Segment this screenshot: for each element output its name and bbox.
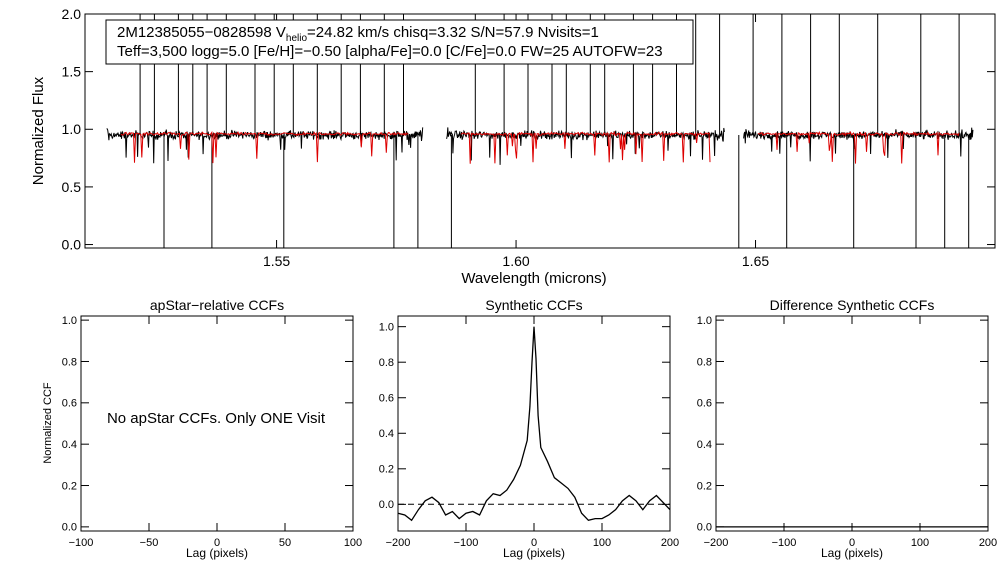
difference-ccf-x-axis-label: Lag (pixels) <box>821 546 883 560</box>
apstar-ccf-x-tick-label: 50 <box>279 537 291 549</box>
synthetic-ccf-y-tick-label: 0.4 <box>379 428 394 440</box>
apstar-ccf-x-axis-label: Lag (pixels) <box>186 546 248 560</box>
difference-ccf-x-tick-label: −200 <box>704 537 729 549</box>
apstar-ccf-y-tick-label: 0.2 <box>62 480 77 492</box>
difference-ccf-frame <box>715 315 989 532</box>
apstar-ccf-ticks: −100 −50 0 50 100 0.0 0.2 0.4 0.6 0.8 1.0 <box>62 315 362 549</box>
spectrum-y-tick-label: 2.0 <box>62 6 82 22</box>
apstar-ccf-x-tick-label: −100 <box>69 537 94 549</box>
spectrum-frame <box>84 13 996 249</box>
difference-ccf-y-tick-label: 0.4 <box>697 439 712 451</box>
apstar-ccf-y-tick-label: 0.4 <box>62 439 77 451</box>
difference-ccf-x-tick-label: −100 <box>772 537 797 549</box>
synthetic-ccf-x-tick-label: 200 <box>661 537 679 549</box>
difference-ccf-ticks: −200 −100 0 100 200 0.0 0.2 0.4 0.6 0.8 1.0 <box>697 315 997 549</box>
synthetic-ccf-ticks: −200 −100 0 100 200 0.0 0.2 0.4 0.6 0.8 1.0 <box>379 316 679 549</box>
spectrum-x-tick-label: 1.55 <box>263 253 290 269</box>
synthetic-ccf-y-tick-label: 0.8 <box>379 357 394 369</box>
spectrum-x-axis-label: Wavelength (microns) <box>461 270 606 287</box>
synthetic-ccf-y-tick-label: 0.2 <box>379 464 394 476</box>
synthetic-ccf-panel: −200 −100 0 100 200 0.0 0.2 0.4 0.6 0.8 1.0 Synthe… <box>379 297 679 560</box>
synthetic-ccf-y-tick-label: 0.0 <box>379 499 394 511</box>
difference-ccf-y-tick-label: 1.0 <box>697 315 712 327</box>
apstar-ccf-y-tick-label: 0.6 <box>62 398 77 410</box>
apstar-ccf-message: No apStar CCFs. Only ONE Visit <box>107 410 326 427</box>
synthetic-ccf-title: Synthetic CCFs <box>485 297 582 313</box>
difference-ccf-x-tick-label: 0 <box>849 537 855 549</box>
difference-ccf-x-tick-label: 100 <box>911 537 929 549</box>
observed-spectrum-line <box>106 14 974 248</box>
spectrum-title-line1: 2M12385055−0828598 Vhelio=24.82 km/s chi… <box>117 24 599 44</box>
synthetic-ccf-x-tick-label: 100 <box>593 537 611 549</box>
spectrum-y-tick-label: 0.0 <box>62 236 82 252</box>
apstar-ccf-title: apStar−relative CCFs <box>150 297 284 313</box>
difference-ccf-x-tick-label: 200 <box>979 537 997 549</box>
apstar-ccf-y-tick-label: 0.0 <box>62 522 77 534</box>
synthetic-ccf-frame <box>397 315 671 532</box>
difference-ccf-y-tick-label: 0.2 <box>697 480 712 492</box>
apstar-ccf-x-tick-label: −50 <box>140 537 159 549</box>
apstar-ccf-y-tick-label: 0.8 <box>62 356 77 368</box>
synthetic-ccf-x-tick-label: −200 <box>386 537 411 549</box>
spectrum-y-tick-label: 0.5 <box>62 179 82 195</box>
apstar-ccf-x-tick-label: 0 <box>214 537 220 549</box>
difference-ccf-title: Difference Synthetic CCFs <box>770 297 935 313</box>
synthetic-ccf-y-tick-label: 1.0 <box>379 322 394 334</box>
apstar-ccf-y-tick-label: 1.0 <box>62 315 77 327</box>
difference-ccf-panel: −200 −100 0 100 200 0.0 0.2 0.4 0.6 0.8 1.0 Differ… <box>697 297 997 560</box>
synthetic-ccf-x-axis-label: Lag (pixels) <box>503 546 565 560</box>
spectrum-legend-box <box>105 19 694 65</box>
spectrum-x-tick-label: 1.65 <box>742 253 769 269</box>
apstar-ccf-panel: −100 −50 0 50 100 0.0 0.2 0.4 0.6 0.8 1.0 apStar−r… <box>42 297 362 560</box>
spectrum-y-axis-label: Normalized Flux <box>30 76 47 185</box>
apstar-ccf-y-axis-label: Normalized CCF <box>42 382 54 464</box>
spectrum-title-line2: Teff=3,500 logg=5.0 [Fe/H]=−0.50 [alpha/… <box>117 43 663 60</box>
spectrum-panel: 1.55 1.60 1.65 0.0 0.5 1.0 1.5 2.0 2M12385055−0… <box>30 6 996 287</box>
apstar-ccf-x-tick-label: 100 <box>344 537 362 549</box>
synthetic-ccf-line <box>397 326 671 522</box>
spectrum-x-tick-label: 1.60 <box>502 253 529 269</box>
spectrum-y-tick-label: 1.5 <box>62 64 82 80</box>
spectrum-y-tick-label: 1.0 <box>62 121 82 137</box>
spectrum-ticks: 1.55 1.60 1.65 0.0 0.5 1.0 1.5 2.0 <box>62 6 995 269</box>
difference-ccf-y-tick-label: 0.0 <box>697 522 712 534</box>
synthetic-ccf-x-tick-label: 0 <box>531 537 537 549</box>
synthetic-ccf-y-tick-label: 0.6 <box>379 393 394 405</box>
difference-ccf-y-tick-label: 0.6 <box>697 398 712 410</box>
difference-ccf-y-tick-label: 0.8 <box>697 356 712 368</box>
synthetic-ccf-x-tick-label: −100 <box>454 537 479 549</box>
model-spectrum-line <box>120 130 960 164</box>
